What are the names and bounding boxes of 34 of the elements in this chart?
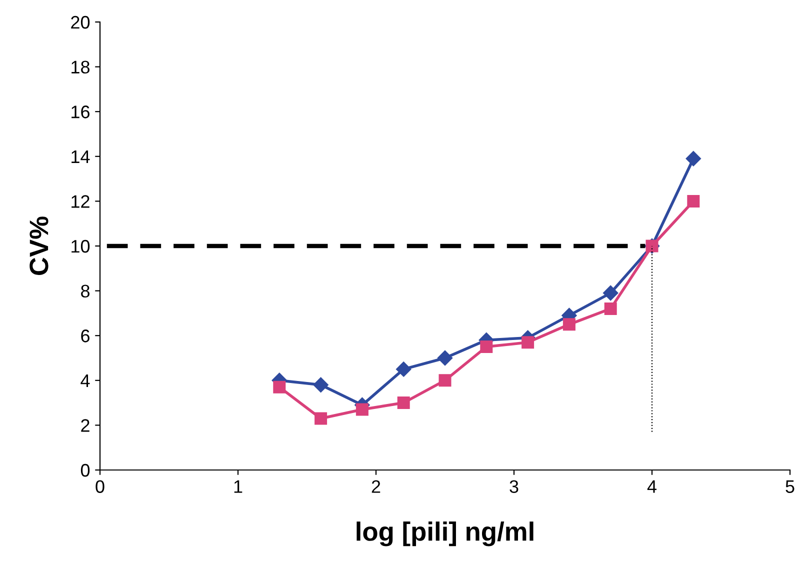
y-tick-label: 20 bbox=[71, 16, 90, 29]
point bbox=[397, 396, 410, 410]
x-axis-title: log [pili] ng/ml bbox=[356, 522, 534, 546]
point bbox=[396, 362, 412, 377]
point bbox=[273, 380, 286, 394]
y-tick-label: 12 bbox=[72, 195, 90, 208]
point bbox=[686, 151, 701, 166]
point bbox=[313, 377, 328, 392]
point bbox=[437, 350, 453, 366]
y-axis-title: CV% bbox=[30, 216, 48, 275]
x-tick-label: 5 bbox=[786, 480, 794, 493]
point bbox=[356, 403, 368, 416]
point bbox=[480, 340, 493, 354]
point bbox=[562, 318, 576, 331]
x-tick-label: 1 bbox=[234, 480, 242, 493]
x-tick-label: 4 bbox=[647, 480, 656, 493]
x-tick-label: 0 bbox=[96, 480, 104, 493]
x-tick-label: 3 bbox=[510, 480, 518, 493]
point bbox=[314, 412, 328, 425]
y-tick-label: 8 bbox=[81, 284, 90, 298]
point bbox=[687, 194, 700, 208]
point bbox=[522, 336, 534, 349]
y-tick-label: 4 bbox=[80, 374, 90, 387]
y-tick-label: 10 bbox=[72, 240, 90, 253]
y-tick-label: 2 bbox=[81, 419, 90, 432]
x-tick-label: 2 bbox=[372, 480, 380, 493]
y-tick-label: 0 bbox=[80, 464, 90, 477]
y-tick-label: 6 bbox=[81, 330, 90, 342]
y-tick-label: 14 bbox=[72, 150, 90, 163]
point bbox=[603, 285, 618, 301]
y-tick-label: 18 bbox=[72, 60, 90, 74]
y-tick-label: 16 bbox=[72, 106, 90, 118]
point bbox=[438, 374, 452, 387]
point bbox=[604, 302, 617, 315]
